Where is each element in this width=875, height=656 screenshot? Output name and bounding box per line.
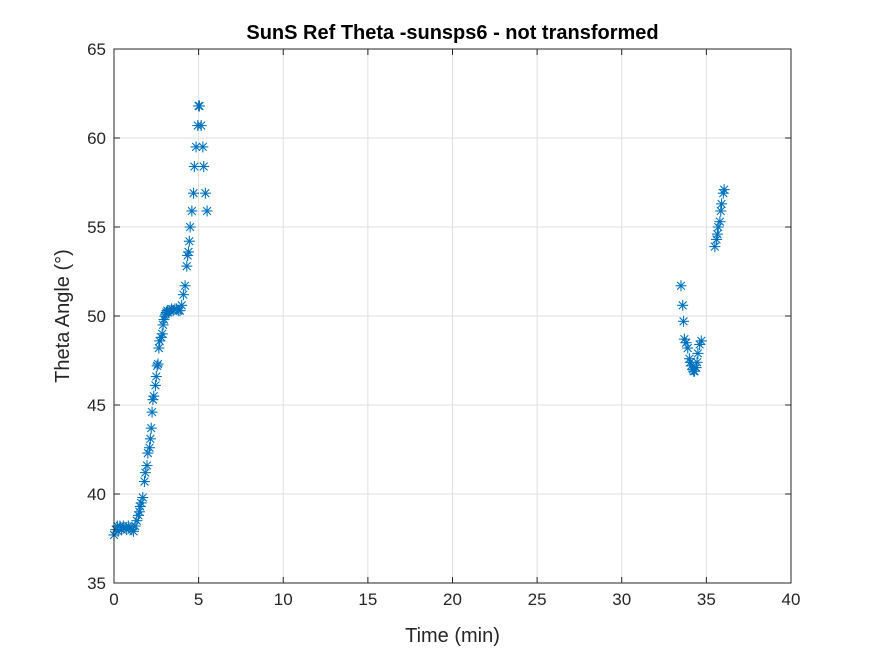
x-tick-label: 25 <box>528 590 547 609</box>
data-point <box>176 299 188 311</box>
data-point <box>138 476 150 488</box>
data-point <box>190 141 202 153</box>
y-tick-label: 60 <box>87 129 106 148</box>
data-point <box>137 492 149 504</box>
data-point <box>712 221 724 233</box>
y-axis-label: Theta Angle (°) <box>52 249 74 383</box>
data-point <box>195 120 207 132</box>
y-tick-label: 35 <box>87 574 106 593</box>
y-tick-label: 55 <box>87 218 106 237</box>
x-tick-label: 15 <box>358 590 377 609</box>
data-point <box>678 315 690 327</box>
data-point <box>144 433 156 445</box>
data-point <box>193 100 205 112</box>
data-point <box>199 187 211 199</box>
x-tick-label: 5 <box>194 590 203 609</box>
data-point <box>188 187 200 199</box>
data-point <box>692 347 704 359</box>
data-point <box>149 379 161 391</box>
data-point <box>139 467 151 479</box>
data-point <box>714 216 726 228</box>
data-point <box>181 260 193 272</box>
data-point <box>146 406 158 418</box>
axis-ticks: 0 5 10 15 20 25 30 35 40 35 40 45 50 55 60 65 <box>87 40 800 609</box>
data-point <box>718 184 730 196</box>
x-axis-label: Time (min) <box>405 625 500 647</box>
data-point <box>198 160 210 172</box>
data-point <box>711 228 723 240</box>
data-point <box>177 289 189 301</box>
data-point <box>184 221 196 233</box>
data-point <box>716 198 728 210</box>
y-tick-label: 40 <box>87 485 106 504</box>
data-point <box>156 328 168 340</box>
data-point <box>150 371 162 383</box>
y-tick-label: 45 <box>87 396 106 415</box>
x-tick-label: 40 <box>782 590 801 609</box>
data-point <box>677 299 689 311</box>
data-point <box>152 358 164 370</box>
chart-title: SunS Ref Theta -sunsps6 - not transforme… <box>246 22 658 44</box>
data-point <box>201 205 213 217</box>
data-point <box>709 241 721 253</box>
x-tick-label: 30 <box>612 590 631 609</box>
data-point <box>179 280 191 292</box>
data-points <box>108 100 730 541</box>
x-tick-label: 10 <box>274 590 293 609</box>
data-point <box>151 360 163 372</box>
y-tick-label: 65 <box>87 40 106 59</box>
data-point <box>131 515 143 527</box>
data-point <box>148 390 160 402</box>
data-point <box>133 506 145 518</box>
data-point <box>174 305 186 317</box>
data-point <box>186 205 198 217</box>
data-point <box>182 246 194 258</box>
data-point <box>153 342 165 354</box>
data-point <box>183 235 195 247</box>
y-tick-label: 50 <box>87 307 106 326</box>
data-point <box>715 205 727 217</box>
x-tick-label: 0 <box>109 590 118 609</box>
data-point <box>188 160 200 172</box>
data-point <box>695 335 707 347</box>
data-point <box>691 356 703 368</box>
x-tick-label: 20 <box>443 590 462 609</box>
data-point <box>682 342 694 354</box>
data-point <box>144 442 156 454</box>
data-point <box>675 280 687 292</box>
data-point <box>197 141 209 153</box>
data-point <box>141 460 153 472</box>
data-point <box>145 422 157 434</box>
x-tick-label: 35 <box>697 590 716 609</box>
